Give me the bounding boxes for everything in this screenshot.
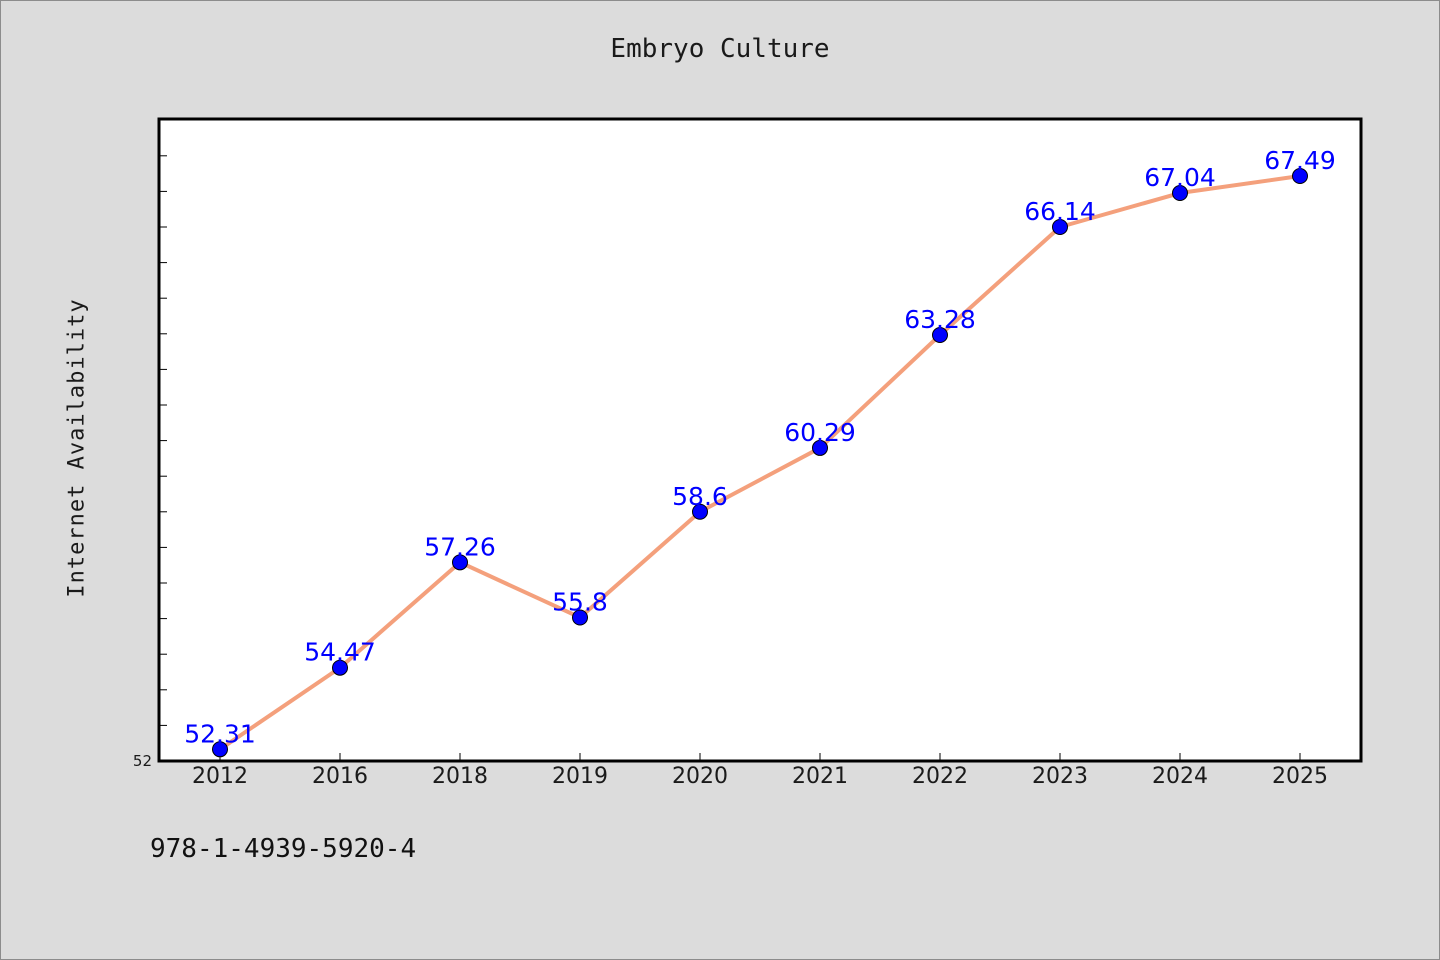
x-tick-label: 2019 — [552, 764, 608, 789]
x-tick-label: 2021 — [792, 764, 848, 789]
data-label: 67.04 — [1144, 163, 1216, 192]
x-axis-ticks: 2012 2016 2018 2019 2020 2021 2022 2023 2024 2025 — [192, 753, 1328, 789]
x-tick-label: 2020 — [672, 764, 728, 789]
data-point — [932, 327, 948, 344]
data-point — [812, 439, 828, 456]
data-label: 60.29 — [784, 418, 856, 447]
y-tick-label: 52 — [133, 752, 152, 770]
data-point — [212, 741, 228, 758]
y-axis-ticks — [159, 155, 167, 726]
x-tick-label: 2016 — [312, 764, 368, 789]
data-point — [1172, 185, 1188, 202]
data-point — [332, 659, 348, 676]
x-tick-label: 2022 — [912, 764, 968, 789]
series-line — [218, 174, 1302, 752]
x-tick-label: 2012 — [192, 764, 248, 789]
data-label: 52.31 — [184, 719, 256, 748]
data-point — [452, 554, 468, 571]
x-tick-label: 2025 — [1272, 764, 1328, 789]
footer-code: 978-1-4939-5920-4 — [150, 834, 417, 864]
data-label: 67.49 — [1264, 146, 1336, 175]
data-point — [572, 609, 588, 626]
x-tick-label: 2018 — [432, 764, 488, 789]
x-tick-label: 2023 — [1032, 764, 1088, 789]
data-label: 66.14 — [1024, 197, 1096, 226]
series-layer — [212, 168, 1308, 758]
data-point — [1052, 219, 1068, 236]
data-label: 63.28 — [904, 305, 976, 334]
data-label: 58.6 — [672, 482, 728, 511]
data-label: 55.8 — [552, 587, 608, 616]
x-tick-label: 2024 — [1152, 764, 1208, 789]
data-label: 57.26 — [424, 532, 496, 561]
plot-area — [157, 117, 1363, 763]
data-point — [692, 503, 708, 520]
data-label-layer: 52.31 54.47 57.26 55.8 58.6 60.29 63.28 66.14 67… — [184, 146, 1336, 748]
data-point — [1292, 168, 1308, 185]
data-label: 54.47 — [304, 638, 376, 667]
chart-title: Embryo Culture — [610, 34, 830, 64]
